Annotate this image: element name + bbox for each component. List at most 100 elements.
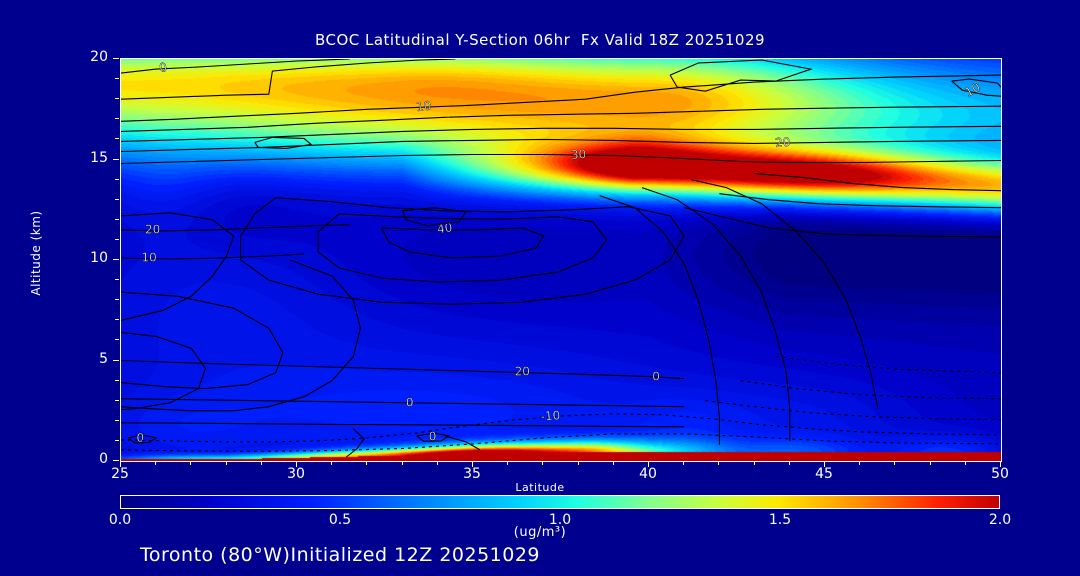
x-tick-mark [859, 461, 861, 465]
x-tick-mark [507, 461, 509, 465]
contour-label: 0 [158, 60, 168, 75]
y-tick-label: 10 [90, 250, 108, 266]
x-tick-mark [964, 461, 966, 465]
contour-line [121, 74, 1001, 122]
contour-line [121, 259, 361, 412]
contour-line [641, 187, 791, 441]
contour-label: 20 [145, 222, 160, 236]
x-tick-label: 35 [463, 466, 481, 482]
contour-line [121, 291, 284, 390]
contour-label: 0 [429, 429, 437, 443]
contour-line [121, 331, 207, 411]
contour-line [254, 136, 313, 149]
x-tick-mark [788, 461, 790, 465]
contour-line [127, 434, 158, 444]
contour-line [684, 207, 1001, 238]
y-tick-mark [113, 158, 119, 160]
contour-line [240, 197, 685, 305]
contour-line [121, 413, 1001, 443]
x-tick-mark [577, 461, 579, 465]
y-tick-label: 0 [99, 451, 108, 467]
y-tick-mark [113, 259, 119, 260]
y-tick-mark [115, 419, 119, 421]
contour-label: 0 [406, 396, 414, 410]
y-tick-label: 15 [90, 149, 108, 166]
x-tick-mark [401, 461, 403, 465]
x-tick-mark [190, 461, 192, 465]
contour-line [381, 227, 545, 259]
y-tick-mark [115, 399, 119, 401]
y-tick-mark [113, 460, 119, 461]
footer-label: Toronto (80°W)Initialized 12Z 20251029 [140, 544, 541, 566]
x-tick-mark [472, 461, 473, 467]
contour-label: 10 [142, 250, 157, 264]
contour-line [599, 195, 720, 445]
contour-line [669, 59, 814, 92]
contour-line [951, 80, 1001, 97]
y-tick-mark [113, 359, 119, 361]
y-tick-mark [115, 178, 119, 180]
y-tick-mark [115, 439, 119, 441]
colorbar [120, 495, 1000, 509]
contour-line [121, 224, 350, 232]
y-tick-mark [115, 238, 119, 240]
y-tick-mark [115, 198, 119, 200]
y-tick-label: 20 [90, 49, 108, 65]
contour-label: -10 [540, 408, 561, 423]
x-tick-mark [366, 461, 368, 465]
colorbar-tick-label: 0.5 [328, 512, 352, 528]
contour-label: 30 [571, 147, 587, 162]
y-tick-mark [115, 98, 119, 100]
x-tick-label: 30 [287, 466, 305, 482]
x-tick-label: 40 [639, 466, 657, 482]
colorbar-tick-label: 2.0 [988, 512, 1012, 528]
y-tick-mark [115, 118, 119, 120]
x-tick-mark [718, 461, 720, 465]
contour-line [691, 179, 879, 409]
contour-line [121, 422, 685, 428]
x-tick-mark [683, 461, 685, 465]
plot-area: 0 10 20 30 10 20 10 40 20 0 0 0 0 -10 [120, 58, 1002, 462]
contour-line [121, 105, 1001, 132]
contour-line [444, 435, 481, 451]
contour-line [121, 125, 1001, 142]
y-tick-mark [115, 339, 119, 341]
x-tick-label: 25 [111, 466, 129, 482]
contour-label: 10 [963, 80, 983, 100]
y-tick-mark [115, 379, 119, 381]
contour-line [121, 359, 685, 380]
contour-label: 0 [652, 369, 660, 383]
contour-line [121, 138, 1001, 153]
x-tick-mark [929, 461, 931, 465]
y-tick-label: 5 [99, 350, 108, 367]
x-tick-mark [1000, 461, 1001, 467]
y-axis-label: Altitude (km) [29, 210, 43, 296]
x-tick-mark [260, 461, 262, 465]
contour-line [705, 400, 1001, 421]
contour-line [345, 428, 365, 458]
x-tick-label: 50 [991, 466, 1009, 482]
contour-line [121, 433, 1001, 452]
x-tick-mark [155, 461, 157, 465]
x-tick-mark [436, 461, 438, 465]
x-tick-mark [296, 461, 297, 467]
y-tick-mark [115, 319, 119, 321]
y-tick-mark [115, 299, 119, 301]
contour-line [754, 173, 1001, 192]
x-tick-mark [753, 461, 755, 465]
contour-line [740, 380, 1001, 400]
contour-label: 10 [415, 99, 432, 115]
contour-line [951, 78, 1001, 88]
contour-line [317, 213, 608, 283]
x-tick-mark [542, 461, 544, 465]
y-tick-mark [115, 138, 119, 140]
x-tick-mark [331, 461, 333, 465]
x-tick-mark [824, 461, 825, 467]
contour-label: 20 [515, 365, 530, 379]
contour-line [719, 193, 1001, 209]
x-tick-mark [120, 461, 121, 467]
x-tick-label: 45 [815, 466, 833, 482]
colorbar-gradient [121, 496, 999, 508]
y-tick-mark [113, 58, 119, 59]
